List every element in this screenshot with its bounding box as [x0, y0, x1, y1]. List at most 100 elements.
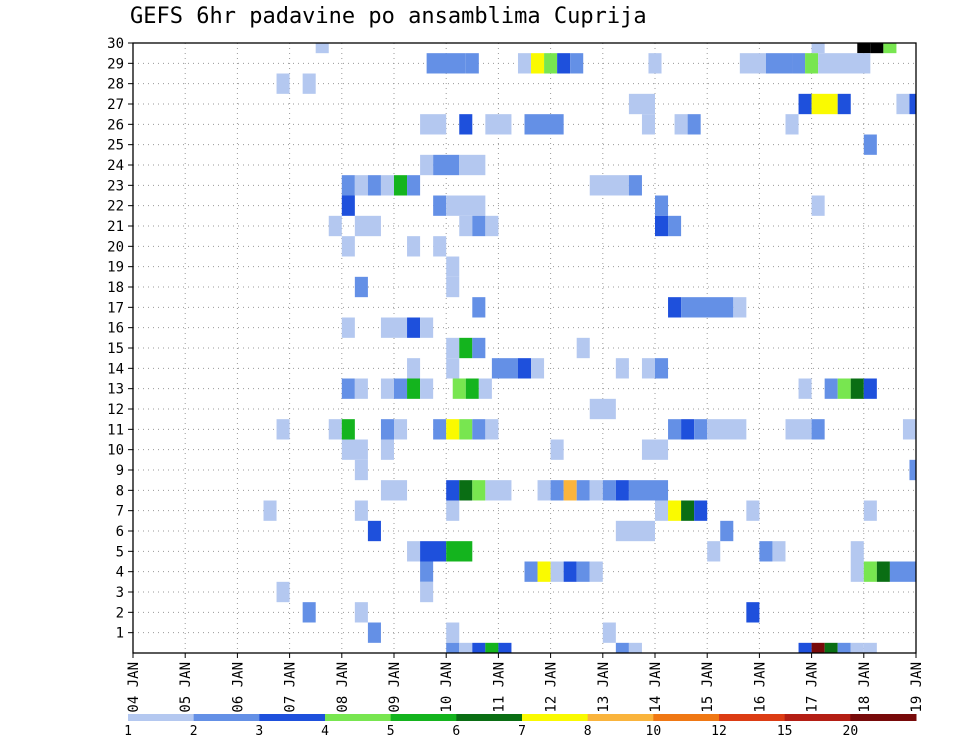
colorbar-swatch	[456, 714, 523, 721]
heatmap-cell	[459, 480, 473, 501]
y-tick-label: 20	[107, 239, 124, 255]
heatmap-cell	[668, 297, 682, 318]
heatmap-cell	[328, 419, 342, 440]
x-tick-label: 10 JAN	[439, 662, 455, 713]
heatmap-cell	[367, 622, 381, 643]
heatmap-cell	[550, 480, 564, 501]
heatmap-cell	[302, 73, 316, 94]
heatmap-cell	[465, 53, 479, 74]
heatmap-cell	[472, 337, 486, 359]
heatmap-cell	[263, 500, 277, 521]
heatmap-cell	[380, 439, 394, 460]
colorbar-label: 1	[124, 724, 132, 739]
heatmap-cell	[615, 642, 629, 653]
heatmap-cell	[798, 642, 812, 653]
heatmap-cell	[531, 53, 545, 74]
heatmap-cell	[739, 53, 766, 74]
heatmap-cell	[420, 378, 434, 399]
heatmap-cell	[798, 93, 812, 115]
heatmap-cell	[759, 541, 773, 562]
heatmap-cell	[446, 419, 460, 440]
y-tick-label: 14	[107, 361, 124, 377]
heatmap-cell	[681, 297, 734, 318]
heatmap-cell	[433, 236, 447, 257]
heatmap-cell	[863, 378, 877, 399]
heatmap-cell	[746, 602, 760, 623]
colorbar-swatch	[653, 714, 720, 721]
colorbar-label: 6	[452, 724, 460, 739]
y-tick-label: 7	[116, 504, 124, 520]
chart-title: GEFS 6hr padavine po ansamblima Cuprija	[130, 4, 647, 29]
x-tick-label: 14 JAN	[648, 662, 664, 713]
heatmap-cell	[407, 541, 421, 562]
heatmap-cell	[472, 297, 486, 318]
heatmap-cell	[367, 175, 381, 196]
x-tick-label: 12 JAN	[544, 662, 560, 713]
heatmap-cell	[589, 175, 629, 196]
heatmap-cell	[707, 541, 721, 562]
heatmap-cell	[459, 215, 473, 237]
y-tick-label: 9	[116, 463, 124, 479]
y-tick-label: 15	[107, 341, 124, 357]
heatmap-cell	[772, 541, 786, 562]
y-tick-label: 21	[107, 219, 124, 235]
heatmap-cell	[446, 480, 460, 501]
heatmap-cell	[380, 175, 394, 196]
heatmap-cell	[407, 175, 421, 196]
heatmap-cell	[367, 520, 381, 542]
heatmap-cell	[544, 53, 558, 74]
heatmap-cell	[674, 114, 688, 135]
heatmap-cell	[433, 154, 460, 176]
heatmap-cell	[446, 642, 460, 653]
heatmap-cell	[426, 53, 466, 74]
heatmap-cell	[420, 114, 447, 135]
colorbar-swatch	[259, 714, 326, 721]
heatmap-cell	[459, 419, 473, 440]
heatmap-cell	[570, 53, 584, 74]
heatmap-cell	[811, 93, 838, 115]
y-tick-label: 13	[107, 382, 124, 398]
y-tick-label: 25	[107, 138, 124, 154]
heatmap-cell	[354, 175, 368, 196]
heatmap-cell	[380, 317, 408, 338]
heatmap-cell	[485, 215, 499, 237]
heatmap-cell	[628, 480, 669, 501]
heatmap-cell	[537, 480, 551, 501]
y-tick-label: 10	[107, 443, 124, 459]
heatmap-cell	[485, 480, 512, 501]
y-tick-label: 6	[116, 524, 124, 540]
heatmap-cell	[465, 378, 479, 399]
colorbar-label: 15	[777, 724, 793, 739]
colorbar-label: 8	[584, 724, 592, 739]
x-tick-label: 11 JAN	[491, 662, 507, 713]
heatmap-cell	[380, 419, 394, 440]
heatmap-cell	[446, 337, 460, 359]
heatmap-cell	[805, 53, 819, 74]
heatmap-cell	[694, 419, 708, 440]
heatmap-cell	[407, 358, 421, 379]
heatmap-cell	[863, 561, 877, 582]
heatmap-cell	[446, 195, 486, 216]
heatmap-cell	[615, 358, 629, 379]
heatmap-cell	[850, 541, 864, 562]
heatmap-cell	[628, 93, 655, 115]
heatmap-cell	[811, 642, 825, 653]
heatmap-cell	[811, 195, 825, 216]
heatmap-cell	[394, 175, 408, 196]
x-tick-label: 19 JAN	[909, 662, 925, 713]
colorbar: 1 2 3 4 5 6 7 8 10 12 15 20	[124, 714, 917, 739]
heatmap-cell	[863, 642, 877, 653]
heatmap-cell	[524, 561, 538, 582]
y-tick-label: 17	[107, 300, 124, 316]
heatmap-cell	[628, 642, 642, 653]
y-tick-label: 19	[107, 260, 124, 276]
heatmap-cell	[655, 215, 669, 237]
heatmap-cell	[341, 195, 355, 216]
heatmap-cell	[459, 337, 473, 359]
heatmap-cell	[517, 358, 532, 379]
heatmap-cell	[407, 317, 421, 338]
heatmap-cell	[472, 215, 486, 237]
colorbar-label: 3	[255, 724, 263, 739]
heatmap-cell	[824, 642, 838, 653]
heatmap-cell	[420, 581, 434, 603]
